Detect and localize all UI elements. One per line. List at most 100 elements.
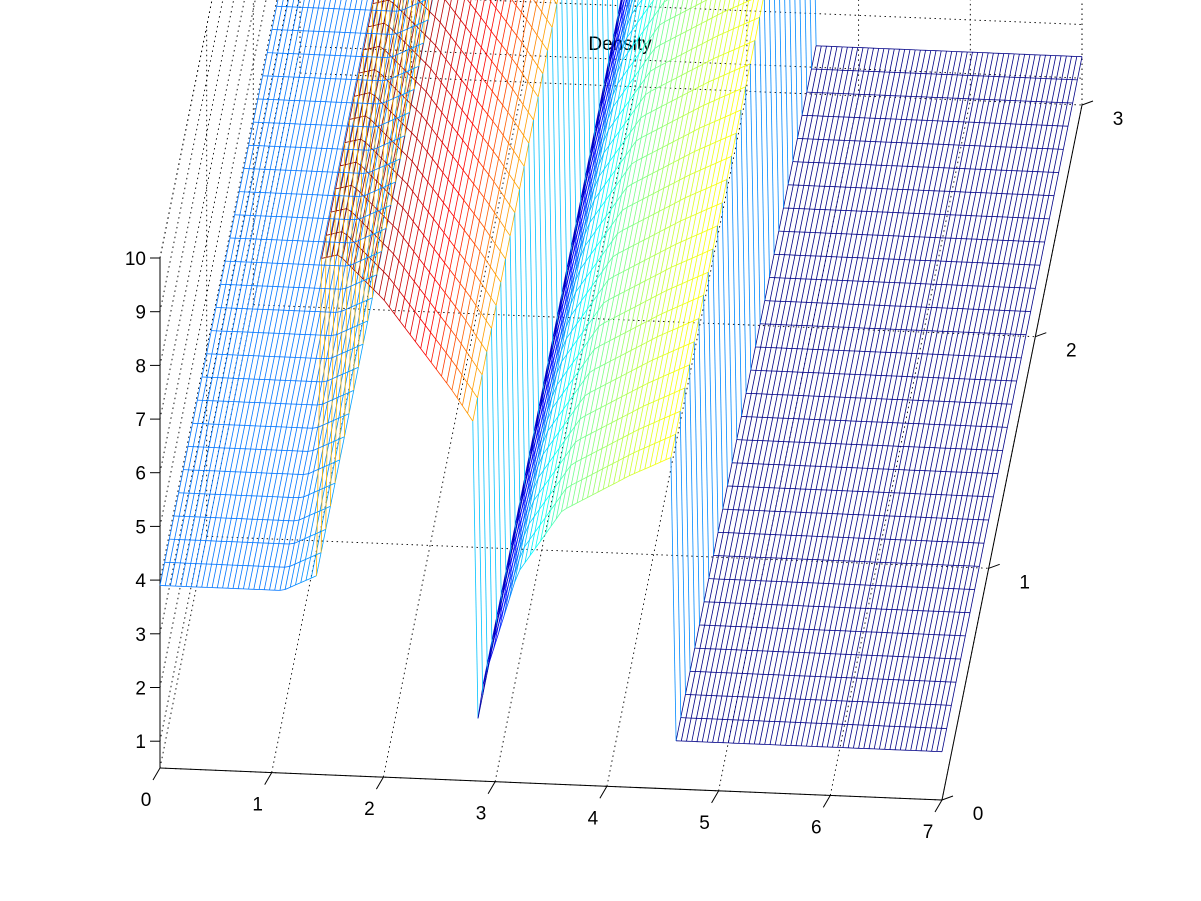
x-tick-label: 4 xyxy=(588,808,599,829)
mesh-line xyxy=(569,441,576,450)
mesh-line xyxy=(633,429,639,433)
mesh-line xyxy=(425,91,432,99)
mesh-line xyxy=(627,45,634,54)
mesh-line xyxy=(612,439,618,444)
mesh-line xyxy=(733,26,739,30)
mesh-line xyxy=(328,441,335,444)
mesh-line xyxy=(678,366,685,370)
mesh-line xyxy=(714,118,721,122)
mesh-line xyxy=(608,138,615,147)
mesh-line xyxy=(680,31,687,35)
mesh-line xyxy=(707,272,714,556)
mesh-line xyxy=(581,309,588,317)
mesh-line xyxy=(361,193,368,200)
mesh-line xyxy=(552,416,559,425)
mesh-line xyxy=(578,363,585,372)
mesh-line xyxy=(347,369,354,373)
mesh-line xyxy=(544,510,551,519)
mesh-line xyxy=(587,494,593,498)
mesh-line xyxy=(619,123,625,132)
mesh-line xyxy=(369,190,376,194)
mesh-line xyxy=(666,80,672,84)
mesh-line xyxy=(406,155,413,162)
mesh-line xyxy=(559,314,566,332)
mesh-line xyxy=(649,464,656,468)
mesh-line xyxy=(528,143,535,441)
mesh-line xyxy=(445,28,451,37)
mesh-line xyxy=(587,317,594,326)
mesh-line xyxy=(368,169,375,173)
mesh-line xyxy=(485,320,492,329)
mesh-line xyxy=(453,216,460,224)
mesh-line xyxy=(398,93,405,97)
mesh-line xyxy=(541,11,548,20)
mesh-line xyxy=(586,161,593,179)
x-tick-mark xyxy=(375,776,384,790)
mesh-line xyxy=(371,274,378,278)
mesh-line xyxy=(402,207,409,215)
mesh-line xyxy=(553,432,560,440)
mesh-line xyxy=(523,166,530,464)
mesh-line xyxy=(376,251,382,255)
mesh-line xyxy=(390,111,397,118)
mesh-line xyxy=(725,135,732,139)
mesh-line xyxy=(740,109,747,394)
mesh-line xyxy=(671,285,678,289)
mesh-line xyxy=(382,79,388,82)
mesh-line xyxy=(485,24,492,32)
mesh-line xyxy=(631,22,638,31)
mesh-line xyxy=(693,107,699,111)
mesh-line xyxy=(675,434,682,718)
mesh-line xyxy=(607,0,610,70)
mesh-line xyxy=(476,70,483,78)
mesh-line xyxy=(658,187,664,192)
mesh-line xyxy=(605,75,612,93)
mesh-line xyxy=(717,225,724,510)
mesh-line xyxy=(611,399,617,403)
mesh-line xyxy=(633,70,640,78)
mesh-line xyxy=(624,309,631,313)
mesh-line xyxy=(471,63,478,71)
mesh-line xyxy=(652,170,659,174)
mesh-line xyxy=(630,347,637,351)
mesh-line xyxy=(635,117,642,126)
mesh-line xyxy=(526,476,533,494)
mesh-line xyxy=(651,108,657,113)
mesh-line xyxy=(459,253,466,261)
mesh-line xyxy=(454,12,461,21)
mesh-line xyxy=(550,374,557,391)
mesh-line xyxy=(376,181,383,187)
mesh-line xyxy=(626,29,633,38)
mesh-line xyxy=(618,107,625,116)
mesh-line xyxy=(677,304,683,308)
mesh-line xyxy=(684,174,691,178)
mesh-line xyxy=(498,615,505,633)
mesh-line xyxy=(370,211,376,215)
mesh-line xyxy=(703,295,710,579)
mesh-line xyxy=(672,138,679,143)
mesh-line xyxy=(571,323,578,332)
mesh-line xyxy=(503,599,510,616)
mesh-line xyxy=(425,355,432,363)
mesh-line xyxy=(567,261,574,279)
mesh-line xyxy=(593,345,600,350)
mesh-line xyxy=(559,321,566,338)
mesh-line xyxy=(672,327,679,331)
mesh-line xyxy=(422,204,429,213)
mesh-line xyxy=(518,127,524,136)
mesh-line xyxy=(536,34,543,43)
mesh-line xyxy=(515,5,522,13)
mesh-line xyxy=(575,284,582,293)
mesh-line xyxy=(513,181,520,190)
mesh-line xyxy=(586,301,593,310)
mesh-line xyxy=(402,28,408,32)
mesh-line xyxy=(388,118,395,122)
mesh-line xyxy=(441,375,448,384)
mesh-line xyxy=(663,373,669,377)
mesh-line xyxy=(581,0,586,186)
mesh-line xyxy=(645,111,652,115)
mesh-line xyxy=(640,321,647,325)
mesh-line xyxy=(620,19,627,37)
mesh-line xyxy=(599,200,606,209)
mesh-line xyxy=(591,262,597,271)
